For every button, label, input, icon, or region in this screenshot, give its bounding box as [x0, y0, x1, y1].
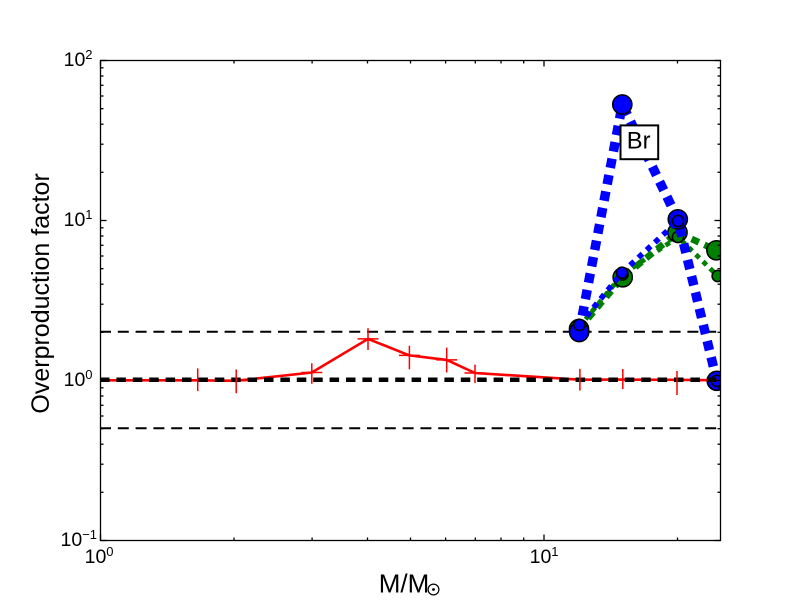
svg-text:101: 101	[530, 544, 559, 568]
svg-text:M/M: M/M	[379, 569, 430, 599]
svg-text:101: 101	[64, 207, 93, 231]
svg-text:Br: Br	[627, 128, 651, 154]
svg-text:Overproduction factor: Overproduction factor	[27, 173, 55, 413]
